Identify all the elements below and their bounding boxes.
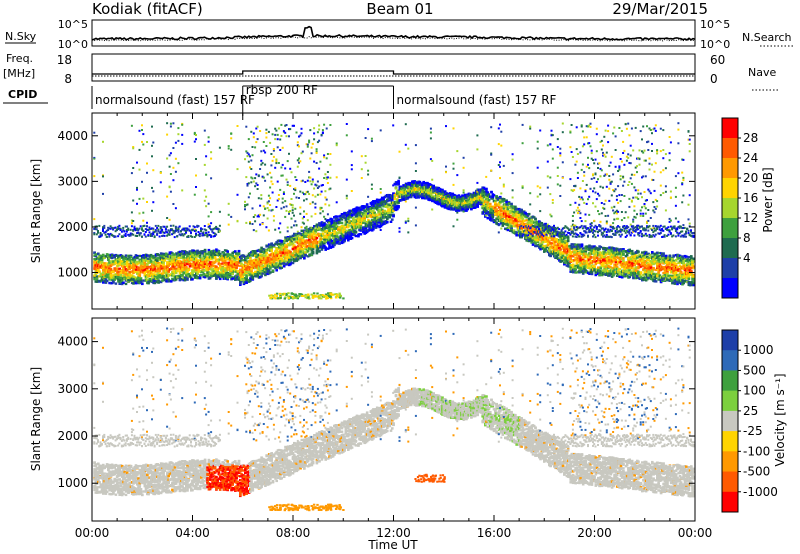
time-tick-label: 00:00 [678,526,713,540]
range-tick-label: 2000 [57,429,88,443]
freq-trace [92,71,695,74]
colorbar-swatch [722,278,738,299]
nave-label: Nave [748,66,776,79]
colorbar-swatch [722,158,738,179]
cpid-segment-label: normalsound (fast) 157 RF [397,93,557,107]
colorbar-swatch [722,492,738,513]
colorbar-tick-label: 500 [743,363,766,377]
noise-tick-right-bottom: 10^0 [700,38,730,51]
colorbar-tick-label: -500 [743,465,770,479]
colorbar-swatch [722,178,738,199]
freq-label: Freq. [6,52,33,65]
colorbar-swatch [722,258,738,279]
time-tick-label: 00:00 [75,526,110,540]
colorbar-swatch [722,238,738,259]
colorbar-tick-label: 4 [743,251,751,265]
freq-tick-top: 18 [57,53,72,67]
colorbar-tick-label: 8 [743,231,751,245]
noise-tick-left-top: 10^5 [58,18,88,31]
nave-tick-top: 60 [710,53,725,67]
colorbar-swatch [722,391,738,412]
power-panel: 1000 2000 3000 4000 Slant Range [km] [29,113,695,309]
colorbar-swatch [722,118,738,139]
range-tick-label: 2000 [57,220,88,234]
colorbar-swatch [722,330,738,351]
nsearch-label: N.Search [742,31,792,44]
time-tick-label: 20:00 [577,526,612,540]
range-tick-label: 3000 [57,382,88,396]
nsky-trace [92,27,695,40]
range-tick-label: 4000 [57,129,88,143]
colorbar-swatch [722,350,738,371]
colorbar-tick-label: -1000 [743,485,778,499]
colorbar-swatch [722,138,738,159]
colorbar-swatch [722,431,738,452]
range-tick-label: 4000 [57,335,88,349]
colorbar-tick-label: 12 [743,211,758,225]
colorbar-swatch [722,218,738,239]
colorbar-tick-label: 1000 [743,343,774,357]
colorbar-swatch [722,198,738,219]
nave-tick-bottom: 0 [710,72,718,86]
colorbar-swatch [722,370,738,391]
velocity-colorbar: 1000 500 100 25 -25 -100 -500 -1000 [722,330,778,513]
range-time-figure: Kodiak (fitACF) Beam 01 29/Mar/2015 N.Sk… [0,0,800,554]
colorbar-swatch [722,451,738,472]
freq-panel: Freq. [MHz] 18 8 60 0 Nave [3,52,778,90]
colorbar-swatch [722,472,738,493]
range-tick-label: 1000 [57,476,88,490]
cpid-label: CPID [8,88,37,101]
nsky-label: N.Sky [5,30,37,43]
time-tick-label: 04:00 [175,526,210,540]
station-title: Kodiak (fitACF) [92,0,203,18]
colorbar-swatch [722,411,738,432]
velocity-ylabel: Slant Range [km] [29,367,43,471]
noise-tick-right-top: 10^5 [700,18,730,31]
colorbar-tick-label: 24 [743,151,758,165]
cpid-segment-label: rbsp 200 RF [246,83,318,97]
colorbar-tick-label: 20 [743,171,758,185]
velocity-colorbar-label: Velocity [m s⁻¹] [773,373,787,466]
power-ylabel: Slant Range [km] [29,159,43,263]
range-tick-label: 3000 [57,174,88,188]
power-colorbar: 28 24 20 16 12 8 4 [722,118,758,299]
cpid-segment-label: normalsound (fast) 157 RF [95,93,255,107]
colorbar-tick-label: 16 [743,191,758,205]
colorbar-tick-label: 28 [743,131,758,145]
noise-tick-left-bottom: 10^0 [58,38,88,51]
power-colorbar-label: Power [dB] [761,167,775,232]
freq-unit: [MHz] [3,67,35,80]
freq-tick-bottom: 8 [64,72,72,86]
date-title: 29/Mar/2015 [612,0,708,18]
beam-title: Beam 01 [366,0,433,18]
colorbar-tick-label: -25 [743,424,763,438]
colorbar-tick-label: 100 [743,384,766,398]
time-tick-label: 16:00 [477,526,512,540]
time-axis-label: Time UT [367,538,418,552]
time-tick-label: 08:00 [276,526,311,540]
range-tick-label: 1000 [57,266,88,280]
colorbar-tick-label: -100 [743,444,770,458]
colorbar-tick-label: 25 [743,404,758,418]
noise-panel: N.Sky 10^5 10^0 10^5 10^0 N.Search [5,18,795,51]
